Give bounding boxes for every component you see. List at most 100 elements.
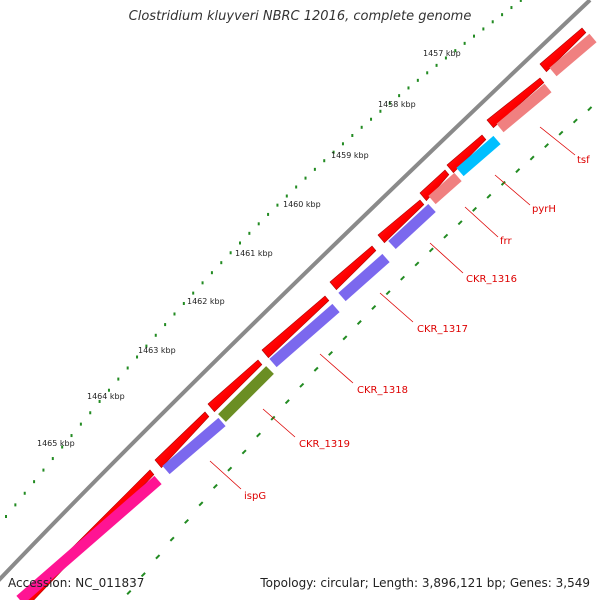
kbp-tick-label: 1461 kbp [235,249,273,258]
gene-leader-line [209,460,242,490]
forward-gene-arrow [539,27,587,73]
kbp-tick-label: 1462 kbp [187,297,225,306]
tick-dot [5,515,7,518]
inner-dash [371,305,377,310]
tick-dot [248,231,251,235]
inner-dash [587,106,593,112]
tick-dot [304,176,307,180]
inner-dash [428,247,434,253]
gene-label[interactable]: CKR_1319 [299,439,350,450]
tick-dot [351,133,354,137]
forward-gene-arrow [329,245,377,291]
inner-dash [486,193,492,199]
reverse-gene-bar [16,475,162,600]
gene-label[interactable]: pyrH [532,204,556,215]
inner-dash [184,518,190,524]
gene-label[interactable]: CKR_1318 [357,385,408,396]
forward-gene-arrow [419,169,450,202]
inner-dash [472,206,478,212]
gene-label[interactable]: CKR_1316 [466,274,517,285]
tick-dot [276,203,279,207]
kbp-tick-label: 1458 kbp [378,100,416,109]
gene-label[interactable]: ispG [244,491,266,502]
inner-dash [227,466,233,472]
reverse-gene-bar [338,253,390,302]
tick-dot [323,159,326,163]
tick-dot [379,109,382,113]
gene-leader-line [262,408,296,438]
tick-dot [491,20,494,24]
tick-dot [257,222,260,226]
inner-dash [155,554,161,560]
tick-dot [426,71,429,75]
gene-label[interactable]: tsf [577,155,590,166]
inner-dash [515,168,521,174]
tick-dot [407,86,410,90]
inner-dash [414,261,420,267]
reverse-gene-bar [269,303,340,368]
tick-dot [192,291,195,295]
gene-leader-line [494,174,531,206]
tick-dot [332,150,335,154]
tick-dot [14,503,17,507]
tick-dot [360,125,363,129]
reverse-gene-bar [162,417,226,475]
kbp-dotted-ring [5,0,522,518]
forward-strand-track [19,27,587,600]
inner-dash [140,572,146,578]
gene-label[interactable]: frr [500,236,512,247]
map-title: Clostridium kluyveri NBRC 12016, complet… [128,9,472,24]
tick-dot [454,49,457,53]
genome-summary-text: Topology: circular; Length: 3,896,121 bp… [260,576,590,590]
inner-dash [400,275,406,281]
inner-dash [558,130,564,136]
tick-dot [173,312,176,316]
tick-dot [482,27,485,31]
inner-dash [198,501,204,507]
gene-leader-line [379,292,414,323]
tick-dot [370,117,373,121]
tick-dot [201,281,204,285]
tick-dot [267,212,270,216]
inner-dash [443,233,449,239]
tick-dot [341,142,344,146]
inner-dash [284,399,290,405]
tick-dot [313,167,316,171]
inner-tick-ring [126,106,593,595]
forward-gene-arrow [377,199,425,244]
accession-text: Accession: NC_011837 [8,576,145,590]
forward-gene-arrow [446,134,487,174]
gene-label[interactable]: CKR_1317 [417,324,468,335]
inner-dash [457,220,463,226]
gene-leader-line [539,126,576,156]
tick-dot [51,457,54,461]
kbp-tick-labels: 1457 kbp 1458 kbp 1459 kbp 1460 kbp 1461 kbp… [37,49,461,448]
gene-leader-line [429,242,464,274]
kbp-tick-label: 1459 kbp [331,151,369,160]
tick-dot [473,34,475,38]
tick-dot [285,194,288,198]
tick-dot [444,56,447,60]
inner-dash [299,382,305,388]
reverse-gene-bar [549,33,597,77]
inner-dash [356,320,362,326]
reverse-strand-track [16,33,597,600]
reverse-gene-bar [388,203,436,250]
tick-dot [239,241,241,245]
inner-dash [169,536,175,542]
tick-dot [182,301,185,305]
tick-dot [61,445,64,449]
tick-dot [89,411,92,415]
inner-dash [212,483,218,489]
tick-dot [23,491,26,495]
tick-dot [145,344,148,348]
tick-dot [126,366,129,370]
tick-dot [435,63,438,67]
forward-gene-arrow [207,359,263,413]
inner-dash [544,143,550,149]
gene-leader-line [464,206,499,238]
forward-gene-arrow [261,295,330,359]
inner-dash [342,335,348,341]
